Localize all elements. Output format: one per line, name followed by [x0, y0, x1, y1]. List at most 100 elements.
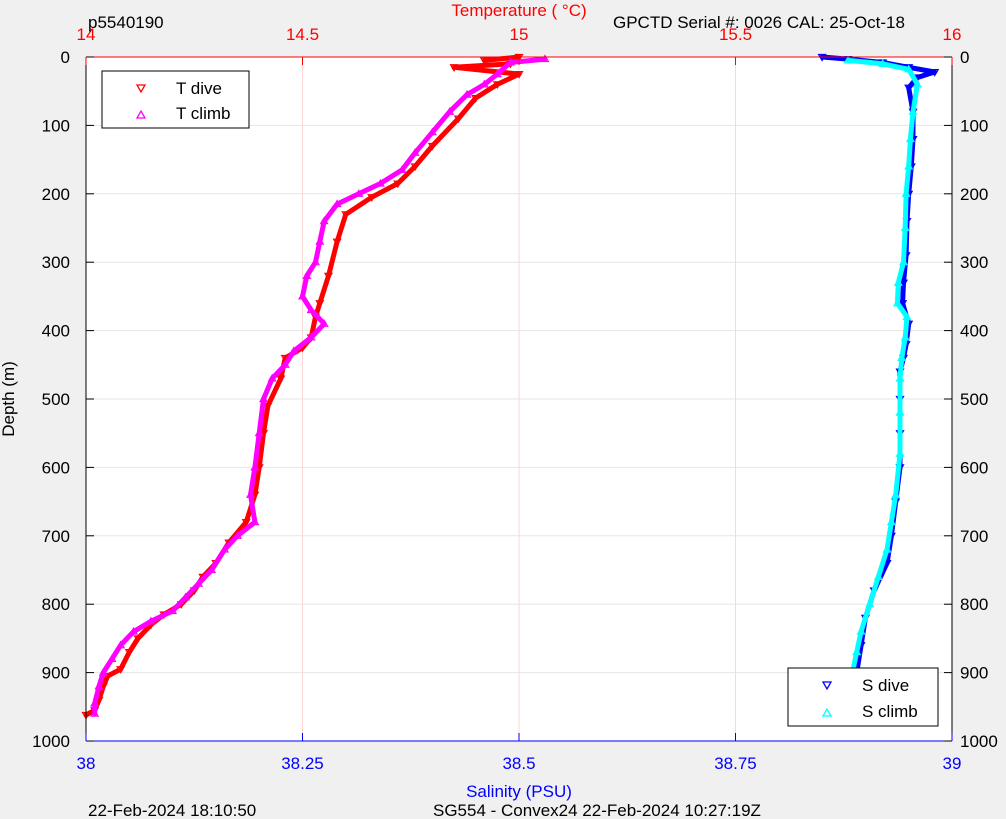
- generated-time: 22-Feb-2024 18:10:50: [88, 801, 256, 819]
- data-point: [492, 69, 502, 78]
- data-point: [332, 238, 342, 247]
- data-point: [865, 599, 875, 608]
- data-point: [263, 402, 273, 411]
- salinity-legend-box: [787, 667, 939, 727]
- data-point: [276, 375, 286, 384]
- data-point: [895, 449, 905, 457]
- data-point: [908, 107, 918, 115]
- profile-id: p5540190: [88, 13, 164, 32]
- data-point: [856, 626, 866, 635]
- data-point: [306, 332, 316, 341]
- y-tick-label-right: 0: [960, 48, 969, 67]
- data-point: [445, 107, 455, 115]
- data-point: [250, 517, 260, 526]
- sal-tick-label: 38: [77, 754, 96, 773]
- data-point: [332, 199, 342, 208]
- y-tick-label-right: 600: [960, 458, 988, 477]
- data-point: [124, 648, 134, 657]
- data-point: [410, 163, 420, 172]
- data-point: [901, 189, 911, 197]
- temperature-legend-box: [101, 70, 250, 129]
- y-tick-label-left: 600: [42, 458, 70, 477]
- y-tick-label-left: 0: [61, 48, 70, 67]
- y-tick-label-right: 300: [960, 253, 988, 272]
- y-tick-label-right: 500: [960, 390, 988, 409]
- axes: 0 0 100 100 200 200 300 300 400 400 500 500 600 600 70…: [32, 25, 998, 773]
- legend-s-dive: S dive: [862, 676, 909, 695]
- data-point: [90, 698, 100, 707]
- data-point: [873, 572, 883, 580]
- t-climb-marker-icon: [135, 109, 147, 119]
- data-point: [449, 64, 459, 72]
- data-point: [882, 560, 892, 568]
- data-point: [94, 681, 104, 690]
- data-point: [902, 312, 912, 321]
- data-point: [492, 81, 502, 90]
- y-tick-label-right: 200: [960, 185, 988, 204]
- data-point: [898, 257, 909, 266]
- s-dive-marker-icon: [821, 681, 833, 691]
- data-point: [897, 353, 907, 362]
- y-tick-label-left: 300: [42, 253, 70, 272]
- data-point: [852, 647, 862, 656]
- y-tick-label-right: 100: [960, 116, 988, 135]
- temp-tick-label: 16: [943, 25, 962, 44]
- data-point: [133, 635, 143, 644]
- y-tick-label-left: 900: [42, 664, 70, 683]
- legend-s-climb: S climb: [862, 702, 918, 721]
- data-point: [254, 428, 264, 437]
- data-point: [427, 142, 437, 151]
- data-point: [250, 462, 260, 471]
- data-point: [280, 360, 290, 368]
- data-point: [306, 305, 316, 314]
- data-point: [895, 407, 905, 416]
- legend-t-dive: T dive: [176, 79, 222, 98]
- data-point: [315, 236, 325, 245]
- data-point: [90, 708, 100, 717]
- temp-tick-label: 14.5: [286, 25, 319, 44]
- data-point: [505, 57, 515, 66]
- data-point: [341, 211, 351, 220]
- y-tick-label-right: 700: [960, 527, 988, 546]
- data-point: [453, 115, 463, 124]
- data-point: [194, 578, 204, 587]
- data-point: [289, 346, 299, 355]
- data-point: [900, 223, 910, 232]
- series-trace: [83, 54, 522, 718]
- data-point: [116, 640, 126, 649]
- serial-info: GPCTD Serial #: 0026 CAL: 25-Oct-18: [613, 13, 905, 32]
- data-point: [898, 300, 908, 308]
- data-point: [904, 84, 914, 93]
- data-point: [904, 64, 914, 73]
- y-tick-label-right: 900: [960, 664, 988, 683]
- sal-tick-label: 38.75: [714, 754, 757, 773]
- data-point: [427, 127, 437, 136]
- y-tick-label-right: 800: [960, 595, 988, 614]
- data-point: [323, 272, 334, 281]
- legend-t-climb: T climb: [176, 104, 230, 123]
- data-point: [220, 544, 230, 553]
- sal-tick-label: 38.25: [281, 754, 324, 773]
- temp-tick-label: 15.5: [719, 25, 752, 44]
- t-climb-series: [90, 54, 550, 717]
- data-point: [258, 394, 269, 403]
- series-trace: [845, 57, 920, 717]
- data-point: [116, 666, 126, 674]
- data-point: [882, 544, 892, 553]
- data-point: [98, 667, 108, 676]
- data-point: [168, 606, 178, 615]
- s-climb-marker-icon: [821, 707, 833, 717]
- mission-info: SG554 - Convex24 22-Feb-2024 10:27:19Z: [433, 801, 761, 819]
- y-tick-label-left: 500: [42, 390, 70, 409]
- data-point: [319, 319, 329, 327]
- temp-tick-label: 14: [77, 25, 96, 44]
- data-point: [895, 373, 905, 382]
- y-axis-label: Depth (m): [0, 361, 18, 437]
- data-point: [103, 672, 113, 681]
- data-point: [930, 68, 940, 77]
- data-point: [462, 89, 472, 98]
- data-point: [107, 654, 117, 663]
- data-point: [233, 531, 243, 539]
- data-point: [904, 161, 914, 170]
